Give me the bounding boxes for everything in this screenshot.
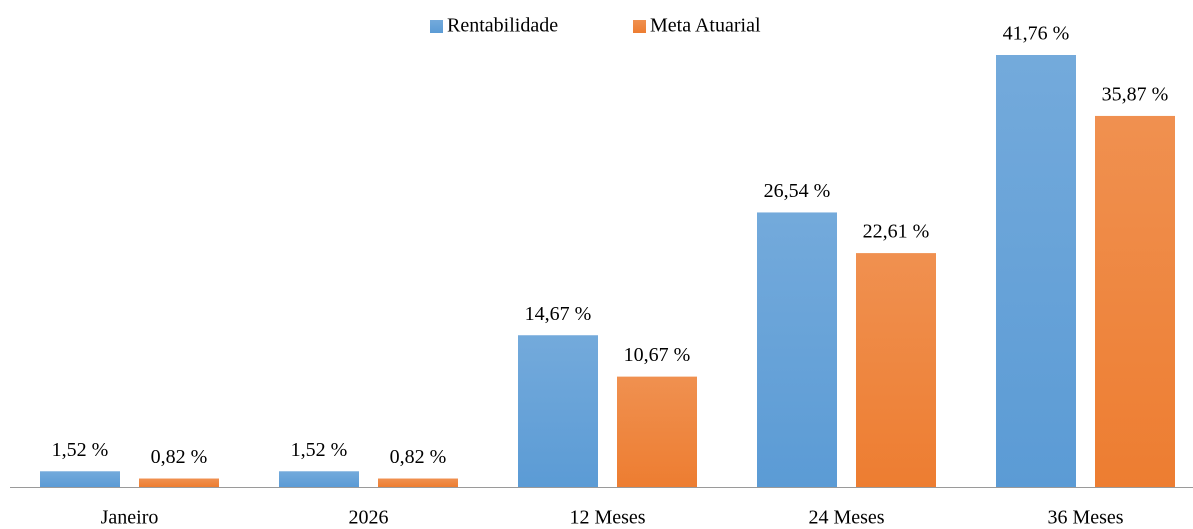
x-tick-label: 2026	[349, 507, 389, 529]
bar	[518, 335, 598, 487]
bar	[40, 471, 120, 487]
data-label: 1,52 %	[52, 439, 109, 461]
legend-label: Rentabilidade	[447, 15, 558, 37]
x-tick-label: 36 Meses	[1047, 507, 1123, 529]
data-label: 0,82 %	[151, 446, 208, 468]
data-label: 35,87 %	[1102, 84, 1169, 106]
data-label: 10,67 %	[624, 344, 691, 366]
bar	[1095, 115, 1175, 488]
data-label: 26,54 %	[764, 180, 831, 202]
x-tick-label: 24 Meses	[808, 507, 884, 529]
legend-swatch	[430, 20, 443, 33]
bar	[279, 471, 359, 487]
legend-swatch	[633, 20, 646, 33]
bar	[617, 376, 697, 487]
data-label: 22,61 %	[863, 221, 930, 243]
x-tick-label: Janeiro	[101, 507, 159, 529]
data-label: 0,82 %	[390, 446, 447, 468]
bar	[378, 478, 458, 487]
bar	[996, 55, 1076, 487]
x-tick-label: 12 Meses	[569, 507, 645, 529]
bar	[139, 478, 219, 487]
data-label: 1,52 %	[291, 439, 348, 461]
bar	[856, 253, 936, 487]
data-label: 41,76 %	[1003, 23, 1070, 45]
bar	[757, 212, 837, 487]
data-label: 14,67 %	[525, 303, 592, 325]
legend-label: Meta Atuarial	[650, 15, 761, 37]
